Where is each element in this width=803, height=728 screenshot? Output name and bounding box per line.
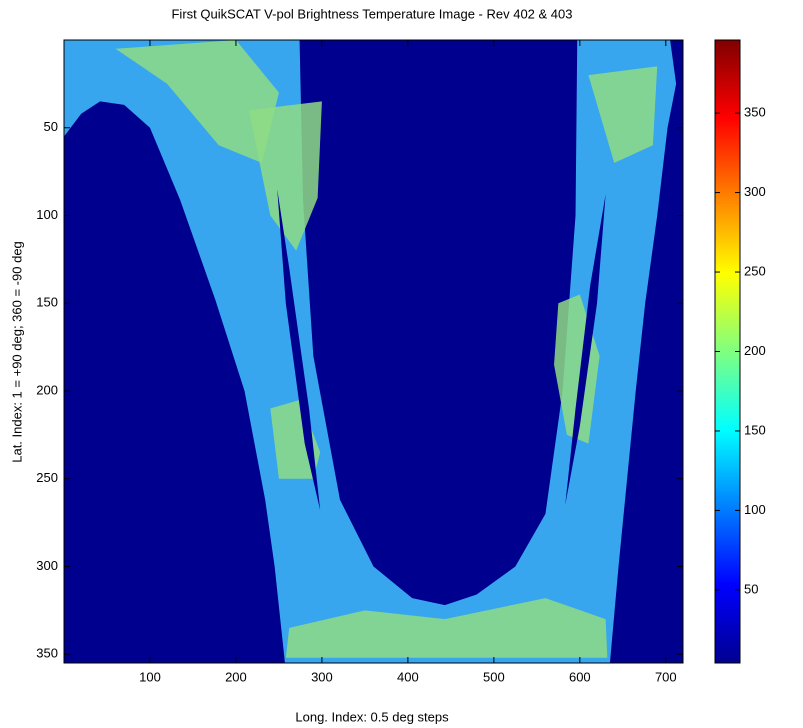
colorbar-tick-label: 350 [744,105,766,120]
y-tick-label: 50 [44,119,58,134]
chart-title: First QuikSCAT V-pol Brightness Temperat… [171,6,572,21]
land-region [285,598,608,658]
data-gap [565,194,606,506]
data-gap [277,189,321,511]
x-tick-label: 700 [655,669,677,684]
y-tick-label: 250 [36,470,58,485]
swath [64,40,677,663]
colorbar-tick-label: 300 [744,184,766,199]
colorbar-tick-label: 150 [744,422,766,437]
x-tick-label: 400 [397,669,419,684]
x-tick-label: 300 [311,669,333,684]
x-tick-label: 100 [139,669,161,684]
land-region [588,66,658,163]
y-tick-label: 150 [36,295,58,310]
y-tick-label: 300 [36,558,58,573]
land-region [248,101,322,251]
x-tick-label: 200 [225,669,247,684]
y-axis-label: Lat. Index: 1 = +90 deg; 360 = -90 deg [9,241,24,463]
x-tick-label: 500 [483,669,505,684]
colorbar-tick-label: 250 [744,263,766,278]
colorbar-tick-label: 200 [744,343,766,358]
plot-frame [63,39,684,664]
y-tick-label: 350 [36,646,58,661]
colorbar-tick-label: 50 [744,581,758,596]
y-tick-label: 200 [36,382,58,397]
x-axis-label: Long. Index: 0.5 deg steps [295,709,449,724]
land-region [115,40,279,163]
x-tick-label: 600 [569,669,591,684]
y-tick-label: 100 [36,207,58,222]
colorbar-tick-label: 100 [744,502,766,517]
